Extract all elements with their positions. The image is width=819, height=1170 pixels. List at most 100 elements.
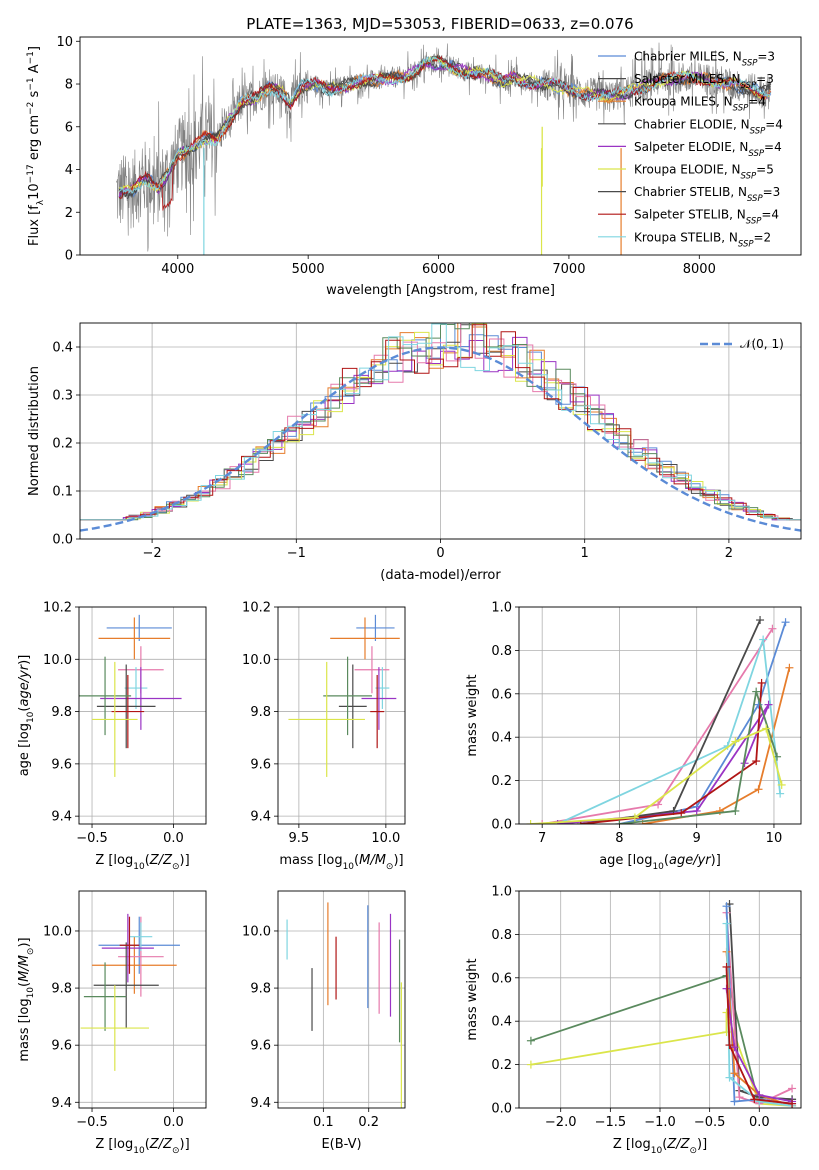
x-tick-label: −1: [287, 546, 306, 561]
legend-tail: =4: [748, 95, 766, 109]
x-tick-label: 7000: [552, 262, 585, 277]
y-tick-label: 0.0: [491, 1102, 512, 1117]
label-part: M/M: [359, 853, 386, 868]
panel-residuals: −2 −1 0 1 2 0.0 0.1 0.2 0.3 0.4 (data-model)/error…: [27, 322, 802, 583]
legend-sub: SSP: [741, 81, 757, 91]
x-tick-label: 1: [581, 546, 589, 561]
legend-label: Chabrier ELODIE, NSSP=4: [634, 117, 783, 136]
legend-sub: SSP: [748, 149, 764, 159]
legend-text: Kroupa STELIB, N: [634, 230, 738, 244]
weight-line-c6: [619, 691, 778, 824]
x-axis-label: mass [log10(M/M⊙)]: [279, 853, 403, 872]
axes-frame: [79, 36, 802, 256]
panel-massweight_vs_age: 7 8 9 10 0.0 0.2 0.4 0.6 0.8 1.0 mass weight age [l…: [465, 601, 802, 872]
x-axis-label: age [log10(age/yr)]: [599, 853, 721, 872]
x-tick-label: −2: [143, 546, 162, 561]
plot-area: [80, 323, 801, 532]
legend-label: Chabrier STELIB, NSSP=3: [634, 185, 780, 204]
label-part: Flux [f: [27, 205, 42, 246]
label-part: 10: [652, 862, 664, 872]
axes-frame: [277, 890, 406, 1109]
plot-area: [116, 42, 772, 255]
panel-spectrum: 4000 5000 6000 7000 8000 0 2 4 6 8 10 wavelength [A…: [26, 35, 802, 298]
y-tick-label: 9.4: [51, 1096, 72, 1111]
panel-massweight_vs_Z: −2.0 −1.5 −1.0 −0.5 0.0 0.0 0.2 0.4 0.6 0.8 1.0 mas…: [465, 885, 802, 1156]
y-tick-label: 8: [65, 78, 73, 93]
label-part: 10: [133, 1146, 145, 1156]
x-tick-label: 0.0: [163, 831, 184, 846]
y-tick-label: 0.4: [491, 1015, 512, 1030]
label-part: )]: [711, 853, 721, 868]
y-tick-label: 0.8: [491, 644, 512, 659]
label-part: 10: [27, 183, 42, 200]
label-part: ]: [27, 46, 42, 51]
label-part: 10: [26, 711, 36, 723]
y-tick-label: 0.4: [491, 731, 512, 746]
axes-frame: [78, 890, 207, 1109]
weight-line-c8: [557, 639, 781, 824]
x-tick-label: 0.0: [163, 1115, 184, 1130]
y-tick-label: 10.0: [43, 924, 72, 939]
y-axis-label: mass weight: [465, 958, 480, 1040]
normal-curve: [80, 346, 801, 532]
y-tick-label: 1.0: [491, 885, 512, 900]
label-part: mass [log: [279, 853, 342, 868]
axes-frame: [518, 890, 802, 1109]
legend-tail: =3: [763, 185, 781, 199]
label-part: (: [664, 853, 669, 868]
panel-mass_vs_EBV: 0.1 0.2 9.4 9.6 9.8 10.0 E(B-V): [242, 890, 406, 1152]
legend-sub: SSP: [742, 59, 758, 69]
legend-text: Salpeter ELODIE, N: [634, 140, 748, 154]
x-tick-label: 8000: [683, 262, 716, 277]
label-part: 10: [26, 987, 36, 999]
y-axis-label: age [log10(age/yr)]: [17, 655, 36, 777]
y-tick-label: 0.0: [491, 818, 512, 833]
label-part: erg cm: [27, 115, 42, 164]
weight-line-c6: [530, 974, 793, 1101]
y-tick-label: 2: [65, 206, 73, 221]
label-part: −1: [26, 77, 36, 90]
y-tick-label: 6: [65, 120, 73, 135]
x-tick-label: 9.5: [289, 831, 310, 846]
label-part: mass [log: [17, 998, 32, 1061]
weight-line-c4: [530, 1012, 793, 1107]
label-part: ⊙: [172, 1146, 180, 1156]
x-axis-label: (data-model)/error: [380, 568, 501, 583]
label-part: )]: [393, 853, 403, 868]
label-part: 10: [133, 862, 145, 872]
y-tick-label: 1.0: [491, 601, 512, 616]
legend-sub: SSP: [738, 239, 754, 249]
label-part: M/M: [17, 955, 32, 982]
y-tick-label: 0.8: [491, 928, 512, 943]
axes-frame: [277, 606, 406, 825]
y-tick-label: 0.1: [52, 485, 73, 500]
x-tick-label: −0.5: [76, 831, 108, 846]
legend-label: Salpeter MILES, NSSP=3: [634, 72, 774, 91]
legend-tail: =4: [761, 208, 779, 222]
y-tick-label: 0: [65, 249, 73, 264]
label-part: (: [145, 1137, 150, 1152]
legend-text: Chabrier ELODIE, N: [634, 117, 750, 131]
y-tick-label: 0.2: [52, 437, 73, 452]
label-part: (: [354, 853, 359, 868]
y-tick-label: 10: [56, 35, 73, 50]
label-part: −17: [26, 164, 36, 183]
y-tick-label: 10.2: [43, 601, 72, 616]
label-part: age [log: [17, 723, 32, 776]
y-tick-label: 9.4: [51, 810, 72, 825]
label-part: )]: [180, 1137, 190, 1152]
label-part: )]: [17, 655, 32, 665]
model-spectrum-7: [118, 55, 772, 211]
panel-mass_vs_Z: −0.5 0.09.49.69.810.0Z [log10(Z/Z⊙)]mass …: [17, 890, 207, 1156]
label-part: −1: [26, 51, 36, 64]
x-axis-label: E(B-V): [321, 1137, 361, 1152]
x-tick-label: 10: [766, 831, 783, 846]
label-part: s: [27, 90, 42, 101]
legend-label: Salpeter STELIB, NSSP=4: [634, 208, 779, 227]
label-part: age/yr: [669, 853, 712, 868]
x-axis-label: Z [log10(Z/Z⊙)]: [95, 1137, 189, 1156]
x-tick-label: 2: [725, 546, 733, 561]
legend-label: Salpeter ELODIE, NSSP=4: [634, 140, 782, 159]
y-tick-label: 0.2: [491, 1058, 512, 1073]
label-part: Z [log: [95, 853, 133, 868]
